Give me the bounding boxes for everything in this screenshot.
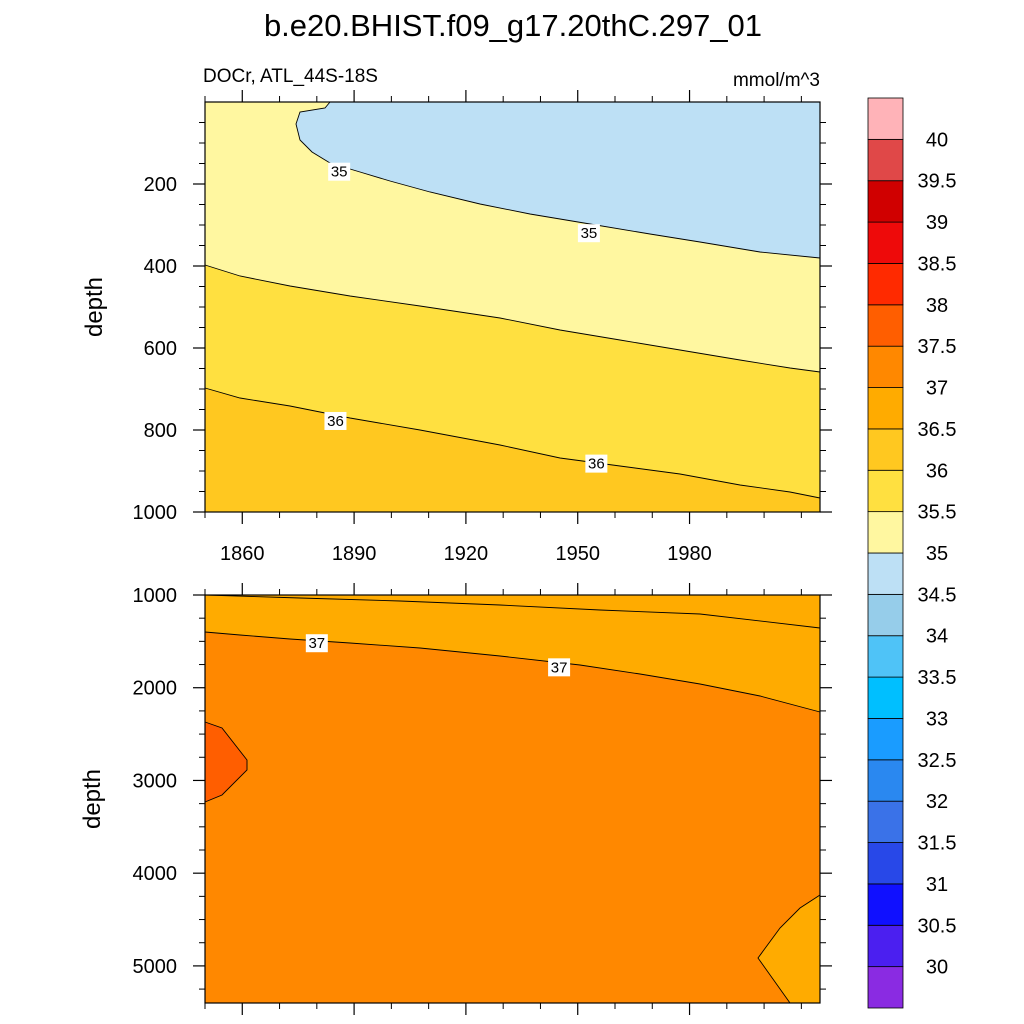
chart-title: b.e20.BHIST.f09_g17.20thC.297_01 — [264, 8, 762, 43]
colorbar-label: 33 — [926, 708, 948, 730]
colorbar-label: 35 — [926, 543, 948, 565]
upper-region-35-355 — [205, 102, 820, 372]
contour-line-37-bottom-right — [757, 894, 821, 1004]
variable-label: DOCr, ATL_44S-18S — [203, 66, 378, 87]
lower-plot-frame — [204, 594, 821, 1004]
colorbar-label: 32.5 — [918, 750, 957, 772]
contour-label: 37 — [551, 659, 568, 676]
colorbar-label: 31.5 — [918, 833, 957, 855]
contour-line-35 — [295, 101, 821, 259]
colorbar-label: 35.5 — [918, 502, 957, 524]
contour-label: 35 — [331, 164, 348, 181]
colorbar-segment — [867, 883, 904, 926]
colorbar-label: 34 — [926, 626, 948, 648]
colorbar-label: 40 — [926, 129, 948, 151]
colorbar-segment — [867, 469, 904, 513]
colorbar-segment — [867, 345, 904, 388]
upper-region-355-36 — [205, 265, 820, 498]
lower-region-365-37 — [205, 595, 820, 712]
colorbar-segment — [867, 428, 904, 471]
x-tick-label: 1980 — [667, 543, 712, 565]
contour-line-375 — [204, 721, 248, 803]
lower-y-tick-label: 4000 — [133, 863, 178, 885]
colorbar-label: 36 — [926, 460, 948, 482]
x-tick-label: 1920 — [444, 543, 489, 565]
lower-y-tick-label: 1000 — [133, 585, 178, 607]
colorbar-segment — [867, 593, 904, 637]
colorbar-segment — [867, 304, 904, 347]
lower-region-365-37-bottom-right — [758, 895, 820, 1003]
lower-panel: 1000 2000 3000 4000 5000 37 37 depth — [79, 583, 832, 1015]
upper-y-tick-label: 600 — [144, 338, 177, 360]
colorbar-segment — [867, 511, 904, 554]
colorbar-label: 31 — [926, 874, 948, 896]
colorbar-label: 38 — [926, 295, 948, 317]
contour-label-box — [585, 454, 608, 473]
x-tick-label: 1890 — [332, 543, 377, 565]
colorbar-label: 39.5 — [918, 171, 957, 193]
upper-y-tick-label: 400 — [144, 256, 177, 278]
upper-y-axis-label: depth — [81, 277, 108, 337]
x-tick-label: 1950 — [555, 543, 600, 565]
colorbar-segment — [867, 924, 904, 968]
colorbar-segment — [867, 138, 904, 182]
colorbar-segment — [867, 718, 904, 761]
upper-y-tick-label: 1000 — [133, 502, 178, 524]
contour-label-box — [328, 162, 351, 181]
colorbar: 30 30.5 31 31.5 32 32.5 33 33.5 34 34.5 35 35.5 36 36… — [867, 97, 957, 1009]
lower-y-tick-label: 5000 — [133, 956, 178, 978]
x-tick-label: 1860 — [220, 543, 265, 565]
colorbar-label: 39 — [926, 212, 948, 234]
contour-label: 36 — [327, 413, 344, 430]
colorbar-segment — [867, 676, 904, 719]
upper-y-tick-label: 800 — [144, 420, 177, 442]
upper-region-gt36 — [205, 388, 820, 512]
colorbar-segment — [867, 759, 904, 802]
upper-y-tick-label: 200 — [144, 174, 177, 196]
colorbar-label: 37 — [926, 378, 948, 400]
contour-label: 36 — [588, 456, 605, 473]
contour-label-box — [324, 411, 347, 430]
contour-label: 35 — [581, 225, 598, 242]
contour-line-365 — [204, 594, 821, 629]
lower-y-axis-label: depth — [79, 769, 106, 829]
colorbar-segment — [867, 97, 904, 140]
contour-label: 37 — [308, 635, 325, 652]
colorbar-segment — [867, 263, 904, 306]
contour-label-box — [548, 658, 571, 677]
colorbar-segment — [867, 221, 904, 264]
contour-line-37 — [204, 631, 821, 713]
units-label: mmol/m^3 — [733, 70, 820, 91]
lower-y-tick-label: 2000 — [133, 678, 178, 700]
colorbar-segment — [867, 966, 904, 1009]
lower-y-tick-label: 3000 — [133, 770, 178, 792]
colorbar-label: 37.5 — [918, 336, 957, 358]
colorbar-label: 30 — [926, 957, 948, 979]
colorbar-label: 38.5 — [918, 253, 957, 275]
contour-label-box — [577, 224, 600, 243]
colorbar-segment — [867, 387, 904, 430]
upper-panel: 200 400 600 800 1000 35 35 36 36 depth — [81, 90, 832, 524]
colorbar-segment — [867, 552, 904, 595]
contour-label-box — [305, 634, 328, 653]
colorbar-label: 30.5 — [918, 915, 957, 937]
colorbar-label: 36.5 — [918, 419, 957, 441]
contour-line-36 — [204, 387, 821, 499]
lower-region-375-38 — [205, 722, 247, 802]
colorbar-label: 34.5 — [918, 584, 957, 606]
contour-line-355 — [204, 264, 821, 373]
colorbar-label: 32 — [926, 791, 948, 813]
colorbar-segment — [867, 635, 904, 678]
colorbar-label: 33.5 — [918, 667, 957, 689]
colorbar-segment — [867, 800, 904, 843]
upper-region-lt35 — [296, 102, 820, 258]
colorbar-segment — [867, 180, 904, 223]
colorbar-segment — [867, 842, 904, 885]
